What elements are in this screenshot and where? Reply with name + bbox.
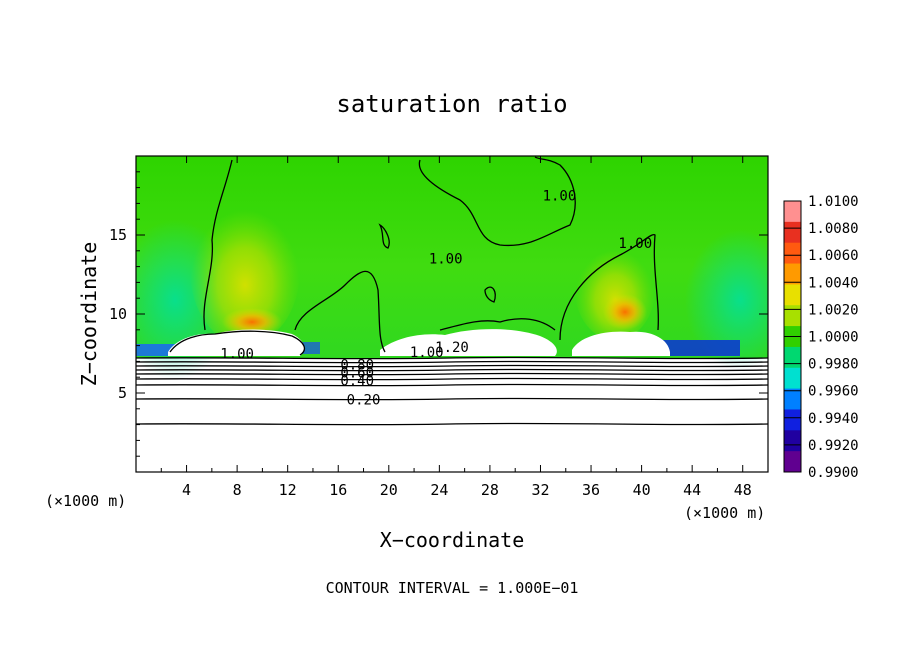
contour-label: 1.00 [543, 189, 577, 205]
blue-band-right [660, 340, 740, 356]
cloud-white-mid [380, 329, 557, 356]
x-unit-left: (×1000 m) [45, 492, 126, 510]
contour-label: 1.00 [410, 345, 444, 361]
cloud-white-right [572, 331, 670, 356]
contour-label: 1.00 [618, 236, 652, 252]
colorbar-swatch [784, 451, 801, 473]
x-tick-label: 40 [633, 481, 651, 499]
colorbar-swatch [784, 346, 801, 369]
colorbar-label: 0.9900 [808, 465, 859, 481]
colorbar-label: 1.0060 [808, 248, 859, 264]
cloud-white-left [168, 329, 305, 356]
colorbar-swatch [784, 388, 801, 410]
contour-label: 1.00 [429, 252, 463, 268]
x-tick-label: 48 [734, 481, 752, 499]
colorbar-swatch [784, 367, 801, 390]
contour-interval-note: CONTOUR INTERVAL = 1.000E−01 [326, 579, 579, 597]
contour-label-layer: 1.000.800.600.400.201.001.201.001.001.00 [220, 189, 652, 409]
colorbar-label: 1.0040 [808, 275, 859, 291]
contour-label: 0.40 [340, 373, 374, 389]
colorbar-swatch [784, 242, 801, 265]
x-axis: 4 8 12 16 20 24 28 32 36 40 44 48 [160, 156, 752, 499]
x-tick-label: 32 [531, 481, 549, 499]
y-axis-label: Z−coordinate [77, 242, 101, 387]
blue-band-left [136, 344, 176, 356]
colorbar-swatch [784, 409, 801, 431]
x-tick-label: 24 [430, 481, 448, 499]
contour-label: 0.20 [347, 392, 381, 408]
colorbar-swatch [784, 263, 801, 285]
x-unit-right: (×1000 m) [684, 504, 765, 522]
x-tick-label: 8 [233, 481, 242, 499]
x-tick-label: 12 [279, 481, 297, 499]
colorbar-swatch [784, 221, 801, 244]
colorbar-label: 0.9960 [808, 384, 859, 400]
cyan-region-right [685, 230, 768, 370]
colorbar-label: 1.0000 [808, 330, 859, 346]
colorbar-swatch [784, 201, 801, 223]
contour-label: 1.00 [220, 347, 254, 363]
contour-label: 1.20 [435, 340, 469, 356]
plot-area [136, 156, 768, 472]
colorbar-swatch [784, 284, 801, 306]
colorbar: 1.0100 1.0080 1.0060 1.0040 1.0020 1.0000 0.99… [783, 194, 859, 481]
colorbar-label: 0.9920 [808, 438, 859, 454]
colorbar-label: 0.9980 [808, 357, 859, 373]
x-tick-label: 44 [683, 481, 701, 499]
x-tick-label: 36 [582, 481, 600, 499]
plume-left-red [222, 308, 282, 336]
contour-label: 0.80 [340, 358, 374, 374]
x-tick-label: 4 [182, 481, 191, 499]
colorbar-swatch [784, 430, 801, 452]
colorbar-label: 1.0080 [808, 221, 859, 237]
x-tick-label: 20 [380, 481, 398, 499]
plume-right-red [603, 294, 647, 330]
y-tick-label: 5 [118, 384, 127, 402]
y-tick-label: 15 [109, 226, 127, 244]
x-axis-label: X−coordinate [380, 528, 525, 552]
plume-left-yellow [190, 195, 300, 345]
colorbar-label: 1.0100 [808, 194, 859, 210]
chart-title: saturation ratio [336, 90, 567, 118]
colorbar-label: 0.9940 [808, 411, 859, 427]
y-tick-label: 10 [109, 305, 127, 323]
x-tick-label: 16 [329, 481, 347, 499]
x-tick-label: 28 [481, 481, 499, 499]
colorbar-swatch [784, 305, 801, 327]
colorbar-label: 1.0020 [808, 302, 859, 318]
contour-label: 0.60 [340, 365, 374, 381]
y-axis: 5 10 15 [109, 171, 768, 457]
contour-lines [136, 156, 768, 426]
